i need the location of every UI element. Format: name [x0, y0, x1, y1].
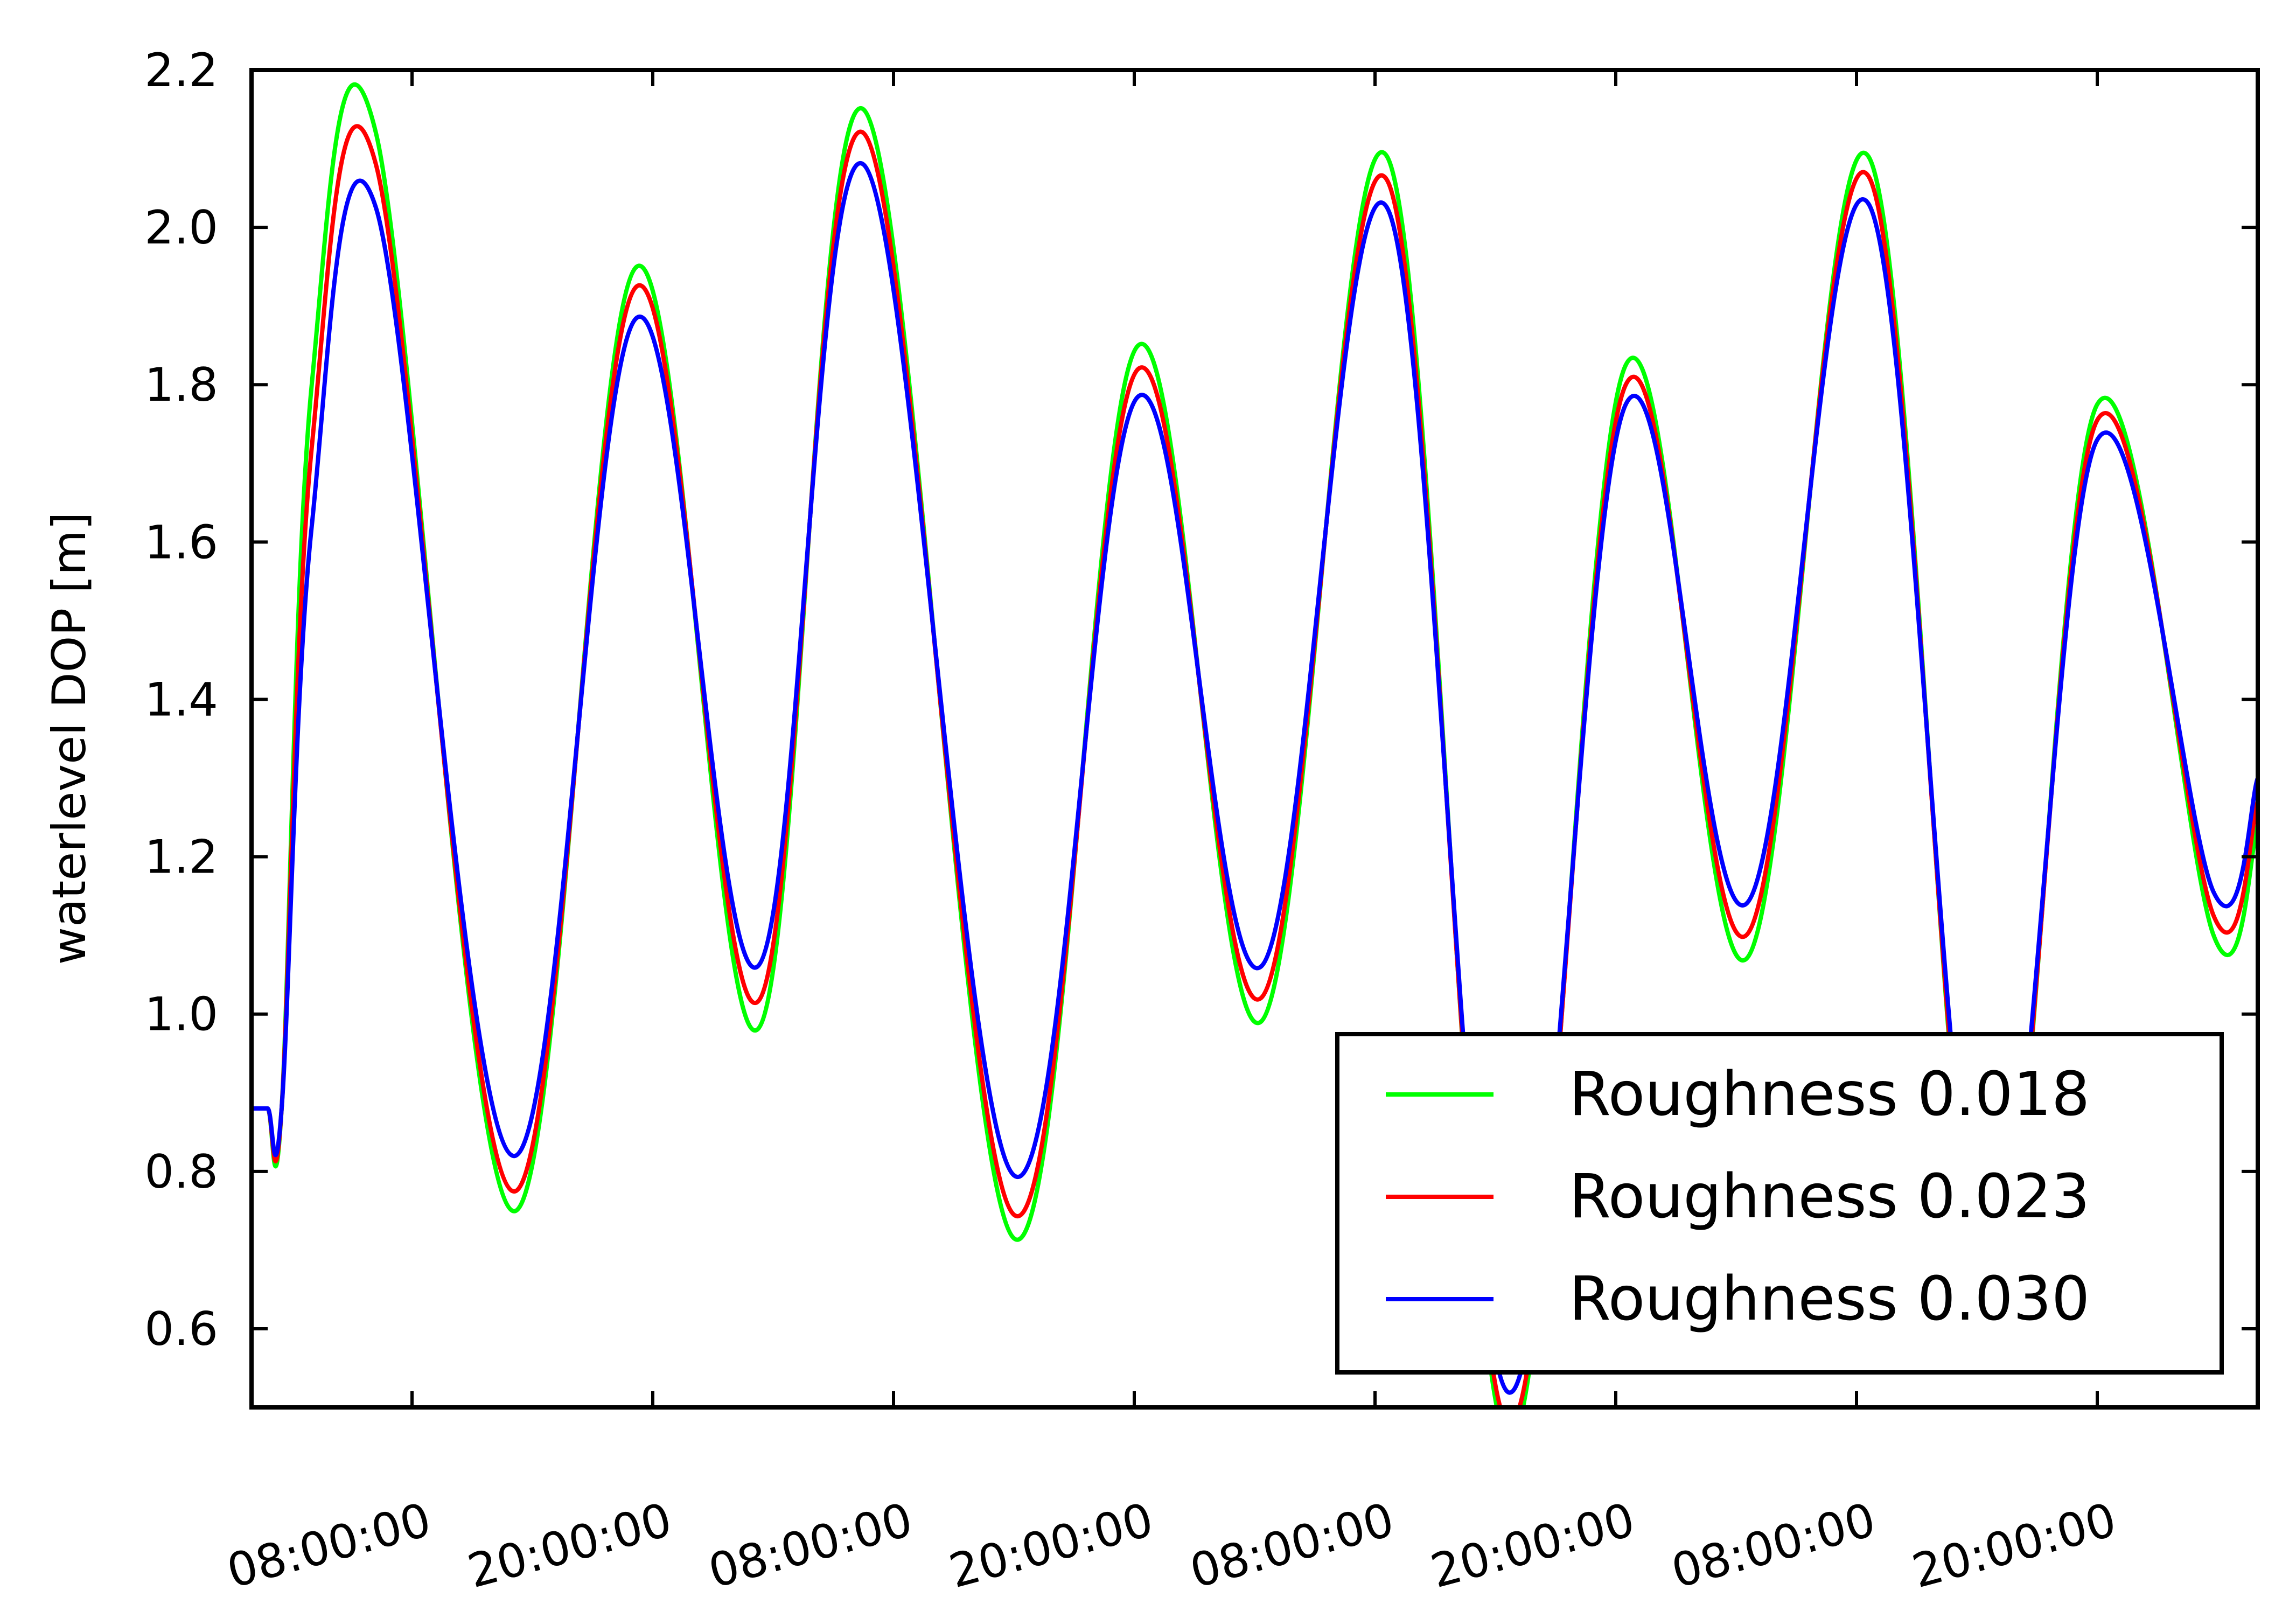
y-tick-label: 1.6 [144, 515, 218, 569]
x-tick-label: 08:00:00 [1666, 1493, 1881, 1599]
y-tick-label: 0.6 [144, 1302, 218, 1356]
y-tick-label: 2.2 [144, 44, 218, 97]
x-tick-label: 20:00:00 [462, 1493, 677, 1599]
x-tick-label: 20:00:00 [1425, 1493, 1640, 1599]
y-tick-label: 0.8 [144, 1145, 218, 1199]
plot-frame [249, 68, 2260, 1410]
y-tick-label: 1.4 [144, 673, 218, 727]
x-tick-label: 08:00:00 [221, 1493, 436, 1599]
series-line-3 [252, 161, 2258, 1395]
legend-label: Roughness 0.023 [1569, 1162, 2090, 1232]
y-tick-label: 1.0 [144, 988, 218, 1042]
x-tick-label: 20:00:00 [944, 1493, 1159, 1599]
y-tick-label: 1.8 [144, 358, 218, 412]
y-tick-label: 1.2 [144, 831, 218, 884]
legend: Roughness 0.018 Roughness 0.023 Roughness … [1335, 1032, 2224, 1375]
legend-label: Roughness 0.030 [1569, 1264, 2090, 1334]
series-layer [252, 82, 2258, 1407]
y-axis-label: waterlevel DOP [m] [43, 512, 96, 965]
legend-label: Roughness 0.018 [1569, 1059, 2090, 1129]
y-tick-label: 2.0 [144, 201, 218, 255]
legend-box [1335, 1032, 2224, 1375]
x-tick-label: 08:00:00 [1184, 1493, 1399, 1599]
x-tick-label: 08:00:00 [703, 1493, 918, 1599]
x-tick-label: 20:00:00 [1907, 1493, 2121, 1599]
